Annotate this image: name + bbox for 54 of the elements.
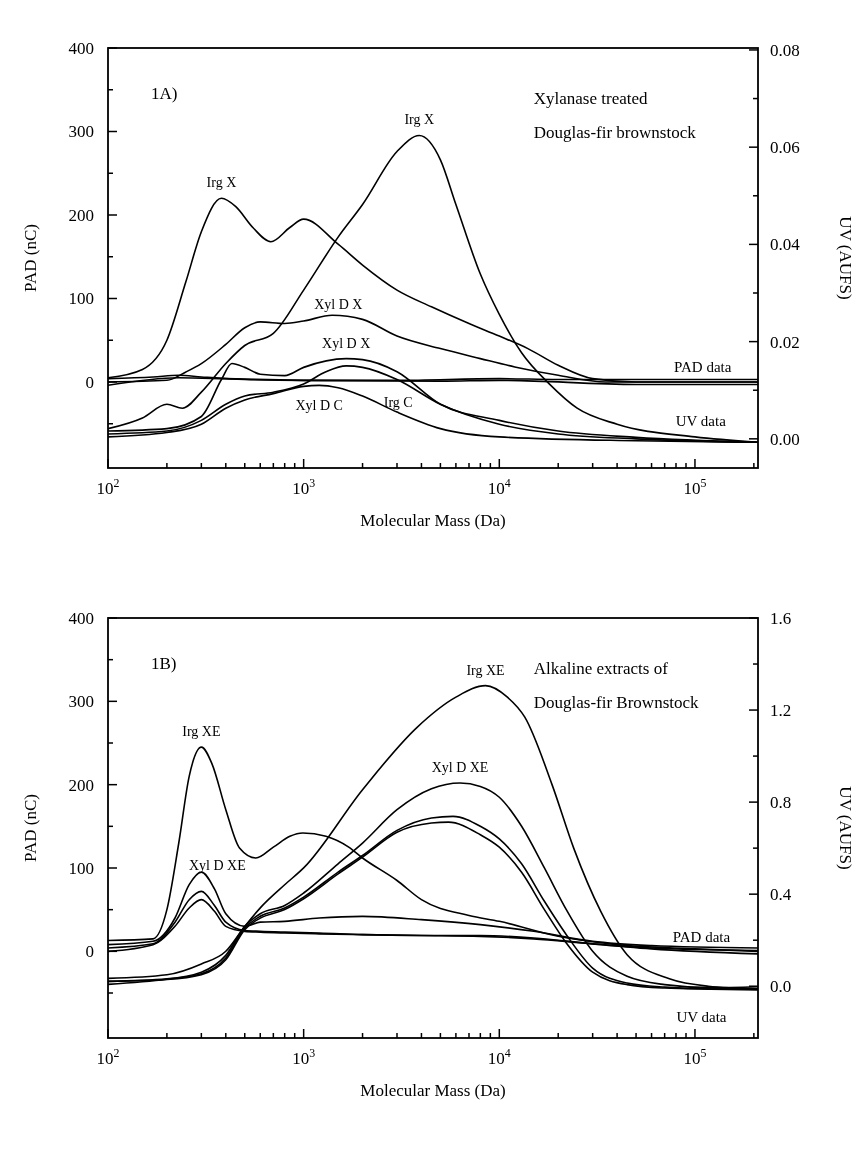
x-tick-label: 10$^{4}$ [487,1046,511,1068]
annotation: UV data [675,412,727,429]
y-tick-label: 300 [68,692,94,712]
y2-tick-label: 0.8 [770,793,792,813]
y2-tick-label: 1.2 [770,701,792,720]
annotation: PAD data [674,359,732,376]
y2-tick-label: 0.08 [770,40,800,60]
series-label: Xyl D XE [188,858,246,874]
series-label: Xyl D X [314,297,363,313]
y-tick-label: 0 [85,942,94,962]
x-tick-label: 10$^{5}$ [683,1046,707,1068]
y-tick-label: 300 [68,122,94,142]
series-label: Irg XE [182,724,221,740]
x-axis-title: Molecular Mass (Da) [360,1081,506,1100]
x-tick-label: 10$^{4}$ [487,476,511,498]
annotation: 1A) [150,83,178,103]
annotation: Douglas-fir Brownstock [533,692,700,712]
y-axis-title: PAD (nC) [21,794,40,862]
series-label: Irg C [383,394,413,410]
y2-tick-label: 0.04 [770,235,801,255]
y2-tick-label: 0.00 [770,429,800,449]
annotation: Alkaline extracts of [533,659,669,679]
series-label: Xyl D C [295,398,343,414]
y2-tick-label: 0.02 [770,332,800,352]
y2-tick-label: 0.4 [770,885,792,905]
annotation: UV data [676,1009,727,1026]
annotation: Douglas-fir brownstock [533,122,697,142]
series-label: Irg XE [466,662,505,678]
x-tick-label: 10$^{3}$ [292,1046,316,1068]
series-label: Xyl D XE [431,759,489,775]
y-tick-label: 400 [68,608,94,628]
x-tick-label: 10$^{3}$ [292,476,316,498]
x-tick-label: 10$^{2}$ [96,476,120,498]
y2-axis-title: UV (AUFS) [836,786,855,870]
y2-tick-label: 0.06 [770,138,800,158]
y-tick-label: 200 [68,775,94,795]
annotation: 1B) [150,653,177,673]
y-tick-label: 0 [85,372,94,392]
series-label: Xyl D X [322,335,371,351]
y-tick-label: 100 [68,289,94,309]
series-label: Irg X [206,175,237,191]
series-label: Irg X [404,112,435,128]
annotation: Xylanase treated [533,89,648,109]
x-axis-title: Molecular Mass (Da) [360,511,506,530]
y2-axis-title: UV (AUFS) [836,216,855,300]
y-tick-label: 400 [68,38,94,58]
x-tick-label: 10$^{5}$ [683,476,707,498]
y-tick-label: 200 [68,205,94,225]
annotation: PAD data [672,929,731,946]
y-axis-title: PAD (nC) [21,224,40,292]
y2-tick-label: 0.0 [770,977,792,997]
y-tick-label: 100 [68,858,94,878]
x-tick-label: 10$^{2}$ [96,1046,120,1068]
y2-tick-label: 1.6 [770,608,792,628]
